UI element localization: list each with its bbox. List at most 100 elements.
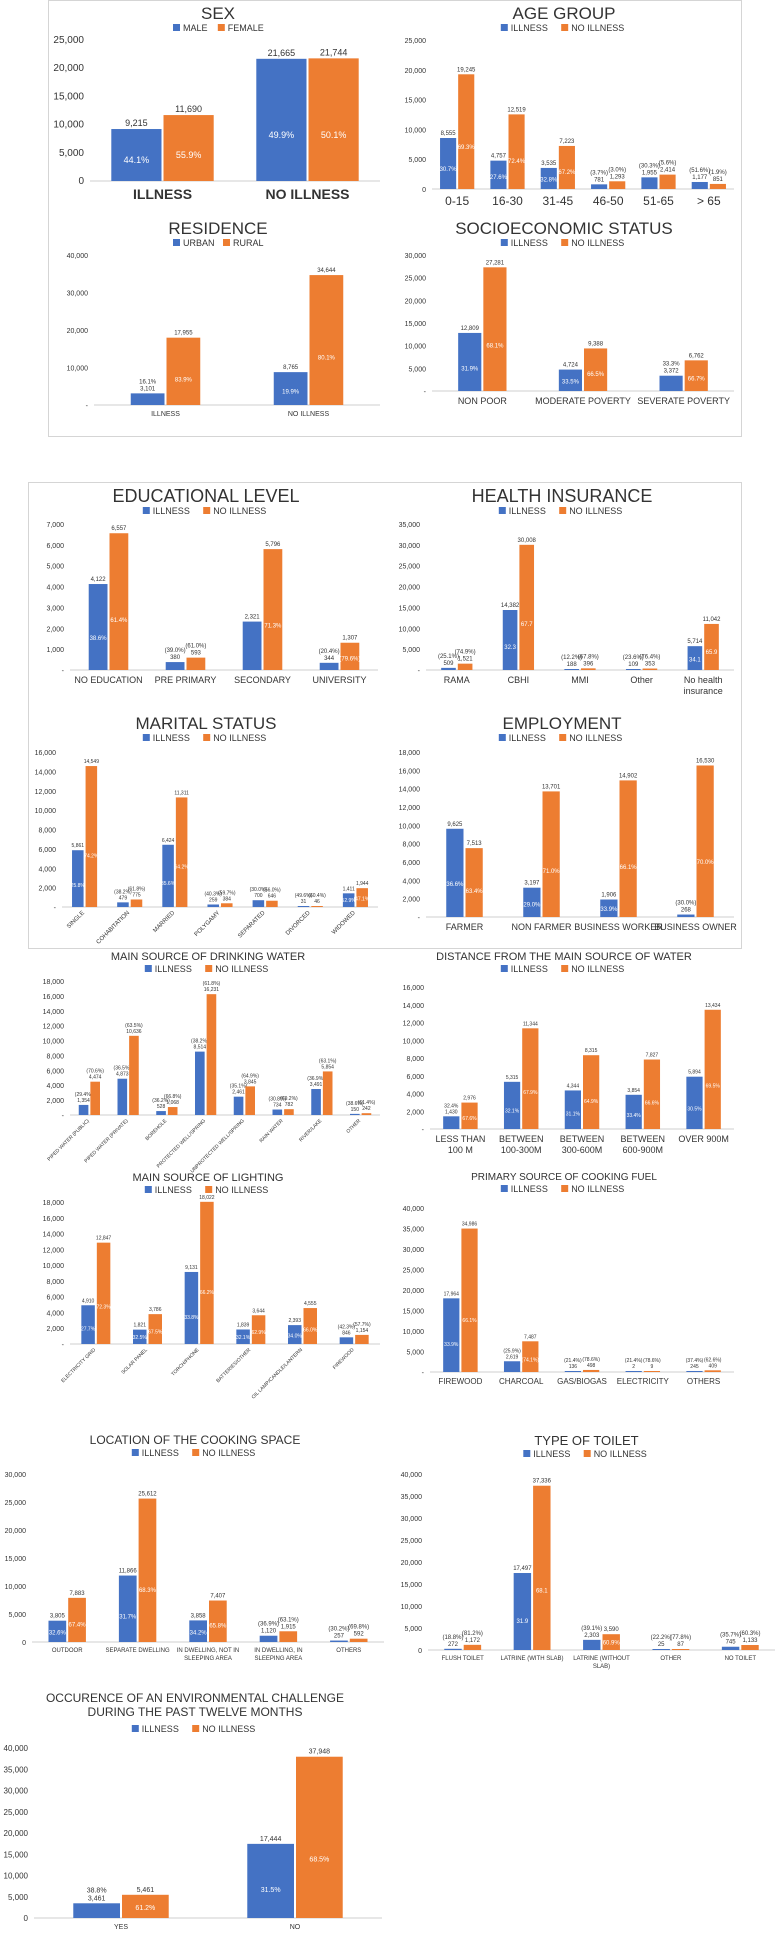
bar-illness-university	[319, 662, 339, 670]
legend-label-no-illness: NO ILLNESS	[571, 1184, 624, 1194]
data-label-value: 1,944	[356, 881, 369, 887]
chart-legend: ILLNESS NO ILLNESS	[142, 733, 266, 743]
chart-title: DURING THE PAST TWELVE MONTHS	[88, 1705, 303, 1719]
data-label-value: 4,873	[116, 1072, 129, 1078]
x-category-label: BUSINESS WORKER	[574, 922, 663, 932]
x-category-label: SINGLE	[66, 910, 86, 930]
bar-illness-in-dwelling-not-in-sleeping-area	[189, 1620, 207, 1642]
data-label-percent: (61.4%)	[358, 1100, 376, 1106]
data-label-value: 1,177	[692, 175, 708, 181]
data-label-percent: 32.3	[504, 645, 516, 651]
bar-no-illness-others	[704, 1370, 721, 1372]
bar-illness-batteries-other	[236, 1329, 250, 1344]
legend-label-illness: ILLNESS	[509, 733, 546, 743]
y-tick-label: 8,000	[406, 1056, 424, 1063]
y-tick-label: 5,000	[8, 1893, 29, 1902]
x-category-label: NO ILLNESS	[265, 186, 349, 202]
bar-no-illness-16-30	[508, 114, 525, 189]
y-tick-label: 12,000	[399, 805, 421, 812]
y-tick-label: 30,000	[403, 1247, 425, 1254]
data-label-percent: (18.8%)	[442, 1635, 463, 1641]
data-label-value: 11,042	[703, 617, 722, 623]
y-tick-label: -	[418, 915, 421, 922]
y-tick-label: 30,000	[401, 1516, 423, 1523]
bar-illness-no-health-insurance	[687, 646, 703, 670]
x-category-label: ILLNESS	[133, 186, 192, 202]
data-label-value: 12,519	[507, 107, 526, 113]
legend-label-no-illness: NO ILLNESS	[213, 506, 266, 516]
chart-legend: URBAN RURAL	[173, 238, 264, 248]
y-tick-label: 0	[22, 1640, 26, 1647]
x-category-label: 31-45	[542, 194, 573, 208]
x-category-label: BETWEEN 300-600M	[560, 1134, 605, 1155]
bar-illness-river-lake	[311, 1089, 321, 1115]
x-category-label: NO EDUCATION	[74, 675, 142, 685]
bar-illness-16-30	[490, 160, 507, 189]
data-label-percent: 72.4%	[508, 159, 526, 165]
chart-sex: SEX MALE FEMALE 0 5,000 10,000 15,000 20,000 25,…	[48, 0, 388, 215]
x-category-label: BOREHOLE	[144, 1118, 168, 1142]
section-frame-middle	[28, 482, 742, 949]
data-label-value: 2,976	[463, 1096, 476, 1102]
bar-illness-other	[625, 669, 641, 670]
data-label-percent: (22.2%)	[651, 1635, 672, 1641]
bar-illness-unprotected-well-spring	[233, 1096, 244, 1115]
legend-swatch-female	[217, 24, 225, 31]
bar-no-illness-between-300-600m	[583, 1055, 600, 1129]
chart-socioeconomic-status: SOCIOECONOMIC STATUS ILLNESS NO ILLNESS - 5,…	[388, 215, 740, 435]
data-label-percent: 71.0%	[543, 869, 561, 875]
data-label-value: 782	[285, 1102, 294, 1108]
data-label-percent: 69.3%	[458, 145, 476, 151]
y-tick-label: 10,000	[399, 823, 421, 830]
legend-label-illness: ILLNESS	[153, 506, 190, 516]
x-category-label: ELECTRICITY GRID	[60, 1347, 97, 1384]
data-label-percent: (76.4%)	[639, 655, 660, 661]
data-label-value: 7,223	[559, 139, 575, 145]
data-label-value: 3,491	[310, 1082, 323, 1088]
bar-illness-widowed	[342, 893, 355, 907]
data-label-value: 479	[119, 895, 128, 901]
data-label-value: 1,521	[458, 657, 474, 663]
y-tick-label: 6,000	[46, 1295, 64, 1302]
legend-swatch-no-illness	[192, 1725, 200, 1732]
data-label-percent: 33.9%	[600, 907, 618, 913]
chart-health-insurance: HEALTH INSURANCE ILLNESS NO ILLNESS - 5,000 1…	[384, 482, 740, 710]
bar-no-illness-yes	[122, 1894, 169, 1918]
bar-illness-other	[652, 1649, 670, 1650]
y-tick-label: 10,000	[43, 1039, 65, 1046]
y-tick-label: -	[422, 1370, 425, 1377]
y-tick-label: 30,000	[405, 253, 427, 260]
data-label-percent: 68.1	[536, 1589, 548, 1595]
data-label-percent: (67.8%)	[578, 654, 599, 660]
data-label-percent: (25.1%)	[438, 654, 459, 660]
legend-label-illness: ILLNESS	[511, 238, 548, 248]
data-label-percent: 25.8%	[71, 883, 86, 889]
data-label-percent: (51.6%)	[689, 168, 710, 174]
x-category-label: 0-15	[445, 194, 469, 208]
y-tick-label: 14,000	[43, 1232, 65, 1239]
x-category-label: PIPED WATER (PRIVATE)	[83, 1118, 129, 1164]
chart-legend: ILLNESS NO ILLNESS	[142, 506, 266, 516]
legend-label-illness: ILLNESS	[153, 733, 190, 743]
data-label-percent: (30.8%)	[269, 1097, 287, 1103]
bar-no-illness-no-health-insurance	[704, 623, 719, 670]
chart-legend: ILLNESS NO ILLNESS	[144, 1185, 268, 1195]
y-tick-label: 40,000	[403, 1206, 425, 1213]
y-tick-label: 25,000	[403, 1268, 425, 1275]
data-label-percent: (62.9%)	[250, 1330, 268, 1336]
legend-label-illness: ILLNESS	[511, 964, 548, 974]
chart-legend: ILLNESS NO ILLNESS	[500, 238, 624, 248]
data-label-percent: 66.6%	[645, 1101, 660, 1107]
data-label-percent: 32.8%	[540, 178, 558, 184]
data-label-percent: 50.1%	[321, 130, 347, 140]
legend-swatch-illness	[500, 239, 508, 246]
x-category-label: NO TOILET	[725, 1656, 757, 1662]
data-label-percent: 63.4%	[466, 889, 484, 895]
data-label-value: 1,307	[342, 636, 358, 642]
bar-no-illness-rain-water	[284, 1109, 294, 1115]
legend-swatch-illness	[142, 507, 150, 514]
data-label-value: 272	[448, 1642, 459, 1648]
